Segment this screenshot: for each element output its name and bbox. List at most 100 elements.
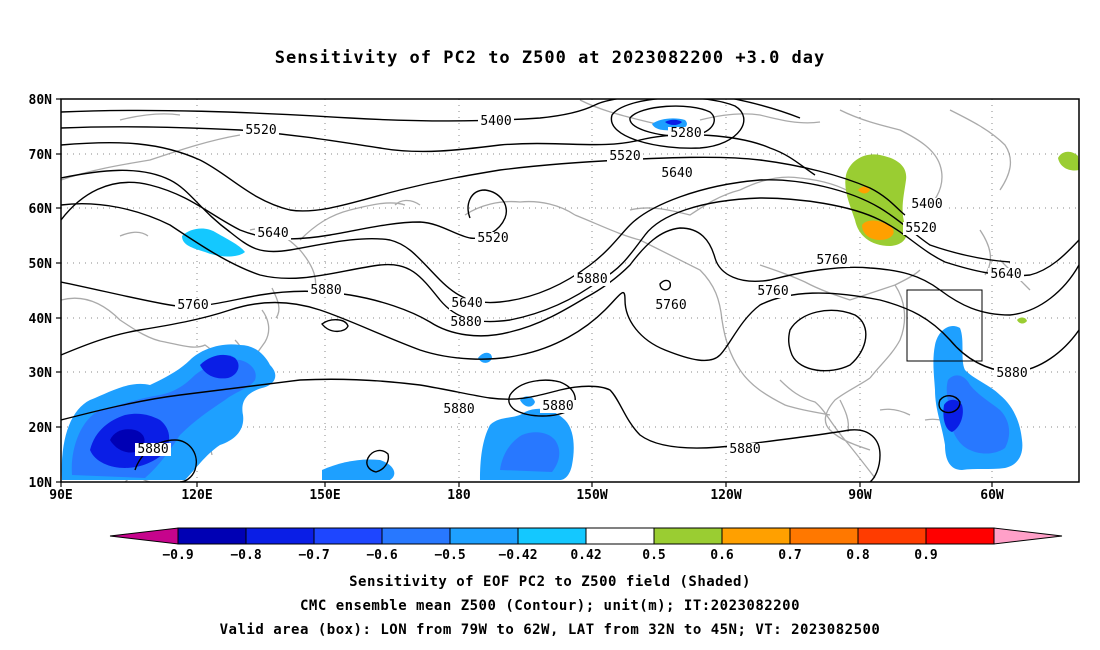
contour-label-bg: [449, 297, 485, 310]
contour-label-bg: [243, 124, 279, 137]
lat-label: 80N: [29, 93, 53, 108]
colorbar-swatch: [177, 527, 247, 545]
contour-label-bg: [574, 273, 610, 286]
contour-label: 5880: [576, 272, 607, 287]
contour-label: 5520: [609, 149, 640, 164]
colorbar-swatch: [653, 527, 723, 545]
colorbar-swatch: [245, 527, 315, 545]
contour-label-bg: [994, 367, 1030, 380]
colorbar-tick-label: 0.5: [642, 548, 665, 563]
contour-label: 5640: [990, 267, 1021, 282]
caption-line-3: Valid area (box): LON from 79W to 62W, L…: [219, 622, 881, 638]
contour-label: 5760: [757, 284, 788, 299]
contour-label: 5280: [670, 126, 701, 141]
contour-label-bg: [540, 400, 576, 413]
lon-label: 90E: [49, 488, 72, 503]
colorbar-tick-label: 0.7: [778, 548, 801, 563]
lat-label: 60N: [29, 202, 53, 217]
colorbar-min-arrow: [109, 527, 179, 545]
contour-label-bg: [814, 254, 850, 267]
axis-ticks: [56, 98, 993, 487]
contour-label-bg: [478, 115, 514, 128]
colorbar-tick-label: 0.6: [710, 548, 734, 563]
colorbar-tick-label: −0.8: [230, 548, 261, 563]
map-border: [60, 98, 1080, 483]
lon-label: 150W: [576, 488, 607, 503]
colorbar-swatch: [585, 527, 655, 545]
contour-label-bg: [755, 285, 791, 298]
contour-label: 5520: [477, 231, 508, 246]
caption-line-1: Sensitivity of EOF PC2 to Z500 field (Sh…: [349, 574, 751, 590]
lat-label: 30N: [29, 366, 53, 381]
colorbar-swatch: [313, 527, 383, 545]
contour-label: 5880: [542, 399, 573, 414]
contour-label-bg: [668, 127, 704, 140]
contour-label: 5880: [137, 442, 168, 457]
contour-label: 5640: [257, 226, 288, 241]
contour-label-bg: [607, 150, 643, 163]
contour-labels: 5520 5400 5280 5520 5640 5400 5520 5640 5520 5760…: [135, 114, 1030, 457]
map-title: Sensitivity of PC2 to Z500 at 2023082200…: [274, 48, 826, 68]
contour-label: 5880: [443, 402, 474, 417]
sensitivity-shading: [61, 118, 1079, 480]
contour-label: 5400: [911, 197, 942, 212]
contour-label: 5760: [177, 298, 208, 313]
colorbar-tick-label: −0.9: [162, 548, 193, 563]
colorbar-tick-label: 0.42: [570, 548, 601, 563]
caption-line-2: CMC ensemble mean Z500 (Contour); unit(m…: [299, 598, 800, 614]
colorbar-swatch: [857, 527, 927, 545]
contour-label: 5520: [905, 221, 936, 236]
colorbar: [109, 527, 1063, 545]
contour-label: 5880: [310, 283, 341, 298]
colorbar-tick-label: −0.5: [434, 548, 465, 563]
lat-label: 10N: [29, 476, 53, 491]
colorbar-swatch: [789, 527, 859, 545]
contour-label: 5760: [655, 298, 686, 313]
contour-label-bg: [255, 227, 291, 240]
lon-label: 90W: [848, 488, 872, 503]
lon-label: 120E: [181, 488, 212, 503]
contour-label: 5760: [816, 253, 847, 268]
contour-label-bg: [727, 443, 763, 456]
contour-label-bg: [441, 403, 477, 416]
lon-label: 60W: [980, 488, 1004, 503]
valid-area-box: [906, 289, 983, 362]
contour-label-bg: [448, 316, 484, 329]
colorbar-tick-label: 0.9: [914, 548, 937, 563]
contour-label-bg: [903, 222, 939, 235]
colorbar-swatch: [517, 527, 587, 545]
contour-label: 5640: [661, 166, 692, 181]
contour-label: 5520: [245, 123, 276, 138]
z500-contours: [61, 99, 1079, 482]
lon-label: 120W: [710, 488, 741, 503]
contour-label-bg: [135, 443, 171, 456]
contour-label-bg: [308, 284, 344, 297]
colorbar-swatch: [381, 527, 451, 545]
contour-label-bg: [988, 268, 1024, 281]
lat-label: 20N: [29, 421, 53, 436]
lon-label: 150E: [309, 488, 340, 503]
lat-label: 70N: [29, 148, 53, 163]
contour-label-bg: [653, 299, 689, 312]
longitude-labels: 90E 120E 150E 180 150W 120W 90W 60W: [49, 488, 1004, 503]
colorbar-swatch: [925, 527, 995, 545]
contour-label: 5640: [451, 296, 482, 311]
colorbar-swatch: [721, 527, 791, 545]
colorbar-swatch: [449, 527, 519, 545]
lat-label: 50N: [29, 257, 53, 272]
contour-label-bg: [475, 232, 511, 245]
colorbar-tick-label: −0.7: [298, 548, 329, 563]
contour-label: 5880: [450, 315, 481, 330]
contour-label-bg: [909, 198, 945, 211]
colorbar-tick-label: 0.8: [846, 548, 870, 563]
lon-label: 180: [447, 488, 471, 503]
contour-label-bg: [175, 299, 211, 312]
latitude-labels: 80N 70N 60N 50N 40N 30N 20N 10N: [29, 93, 53, 491]
lat-label: 40N: [29, 312, 53, 327]
colorbar-labels: −0.9 −0.8 −0.7 −0.6 −0.5 −0.42 0.42 0.5 0.6 0.7 0.…: [162, 548, 937, 563]
colorbar-tick-label: −0.6: [366, 548, 397, 563]
colorbar-max-arrow: [993, 527, 1063, 545]
contour-label: 5400: [480, 114, 511, 129]
colorbar-tick-label: −0.42: [498, 548, 537, 563]
